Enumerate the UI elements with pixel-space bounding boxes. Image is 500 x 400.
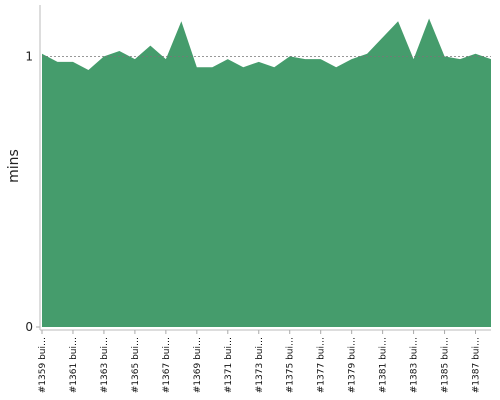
x-tick-label: #1387 bui…	[472, 337, 482, 393]
y-tick-label: 0	[25, 320, 33, 334]
area	[42, 18, 491, 327]
y-tick-label: 1	[25, 49, 33, 63]
x-tick-label: #1361 bui…	[69, 337, 79, 393]
x-tick-label: #1371 bui…	[224, 337, 234, 393]
x-tick-label: #1365 bui…	[131, 337, 141, 393]
x-tick-label: #1375 bui…	[286, 337, 296, 393]
x-tick-label: #1385 bui…	[441, 337, 451, 393]
x-tick-label: #1363 bui…	[100, 337, 110, 393]
x-tick-label: #1367 bui…	[162, 337, 172, 393]
x-tick-label: #1359 bui…	[38, 337, 48, 393]
x-tick-label: #1379 bui…	[348, 337, 358, 393]
x-tick-label: #1373 bui…	[255, 337, 265, 393]
x-tick-label: #1383 bui…	[410, 337, 420, 393]
x-tick-label: #1381 bui…	[379, 337, 389, 393]
x-tick-label: #1377 bui…	[317, 337, 327, 393]
y-axis-label: mins	[6, 149, 22, 183]
x-tick-label: #1369 bui…	[193, 337, 203, 393]
